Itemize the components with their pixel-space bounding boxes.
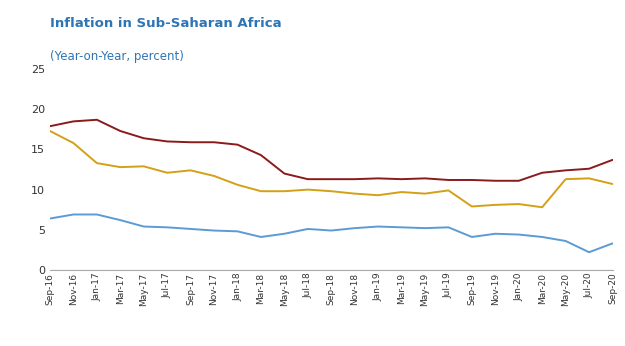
South Africa bbox=[515, 233, 522, 237]
South Africa bbox=[70, 212, 78, 217]
South Africa bbox=[585, 250, 592, 254]
Nigeria bbox=[445, 178, 452, 182]
Nigeria bbox=[281, 172, 288, 176]
South Africa bbox=[374, 225, 382, 229]
Nigeria bbox=[398, 177, 406, 181]
South Africa bbox=[281, 232, 288, 236]
Nigeria bbox=[140, 136, 148, 140]
Ghana bbox=[562, 177, 569, 181]
Ghana bbox=[164, 171, 171, 175]
Ghana bbox=[116, 165, 124, 169]
Nigeria bbox=[210, 140, 218, 144]
Nigeria bbox=[351, 177, 359, 181]
Line: Ghana: Ghana bbox=[50, 131, 612, 207]
South Africa bbox=[539, 235, 546, 239]
South Africa bbox=[398, 225, 406, 229]
South Africa bbox=[562, 239, 569, 243]
Ghana bbox=[258, 189, 265, 193]
Ghana bbox=[585, 176, 592, 181]
Nigeria bbox=[421, 176, 429, 181]
Nigeria bbox=[562, 168, 569, 172]
South Africa bbox=[93, 212, 101, 217]
Ghana bbox=[210, 174, 218, 178]
Nigeria bbox=[70, 119, 78, 124]
South Africa bbox=[234, 229, 241, 234]
South Africa bbox=[116, 218, 124, 222]
South Africa bbox=[210, 228, 218, 233]
Ghana bbox=[445, 188, 452, 192]
Nigeria bbox=[93, 118, 101, 122]
South Africa bbox=[421, 226, 429, 230]
South Africa bbox=[351, 226, 359, 230]
Ghana bbox=[46, 129, 54, 133]
South Africa bbox=[304, 227, 312, 231]
Ghana bbox=[70, 141, 78, 145]
South Africa bbox=[492, 232, 499, 236]
Text: (Year-on-Year, percent): (Year-on-Year, percent) bbox=[50, 50, 184, 63]
Ghana bbox=[515, 202, 522, 206]
South Africa bbox=[609, 241, 616, 245]
Nigeria bbox=[468, 178, 476, 182]
Ghana bbox=[234, 183, 241, 187]
Ghana bbox=[374, 193, 382, 197]
Nigeria bbox=[46, 124, 54, 128]
Nigeria bbox=[116, 129, 124, 133]
South Africa bbox=[164, 225, 171, 229]
Nigeria bbox=[258, 153, 265, 157]
Line: Nigeria: Nigeria bbox=[50, 120, 612, 181]
Ghana bbox=[187, 168, 194, 172]
South Africa bbox=[187, 227, 194, 231]
Nigeria bbox=[234, 143, 241, 147]
South Africa bbox=[468, 235, 476, 239]
Ghana bbox=[328, 189, 335, 193]
Ghana bbox=[304, 188, 312, 192]
South Africa bbox=[140, 225, 148, 229]
Ghana bbox=[492, 203, 499, 207]
Ghana bbox=[609, 182, 616, 186]
Ghana bbox=[539, 205, 546, 209]
South Africa bbox=[258, 235, 265, 239]
Ghana bbox=[421, 192, 429, 196]
Nigeria bbox=[585, 167, 592, 171]
Nigeria bbox=[609, 158, 616, 162]
Nigeria bbox=[539, 171, 546, 175]
South Africa bbox=[445, 225, 452, 229]
Ghana bbox=[398, 190, 406, 194]
Nigeria bbox=[164, 139, 171, 144]
Ghana bbox=[93, 161, 101, 165]
Line: South Africa: South Africa bbox=[50, 215, 612, 252]
Nigeria bbox=[328, 177, 335, 181]
Nigeria bbox=[304, 177, 312, 181]
Ghana bbox=[351, 192, 359, 196]
Nigeria bbox=[374, 176, 382, 181]
South Africa bbox=[328, 228, 335, 233]
Ghana bbox=[140, 164, 148, 169]
Text: Inflation in Sub-Saharan Africa: Inflation in Sub-Saharan Africa bbox=[50, 17, 282, 30]
Ghana bbox=[468, 204, 476, 209]
South Africa bbox=[46, 217, 54, 221]
Nigeria bbox=[492, 179, 499, 183]
Nigeria bbox=[515, 179, 522, 183]
Ghana bbox=[281, 189, 288, 193]
Nigeria bbox=[187, 140, 194, 144]
